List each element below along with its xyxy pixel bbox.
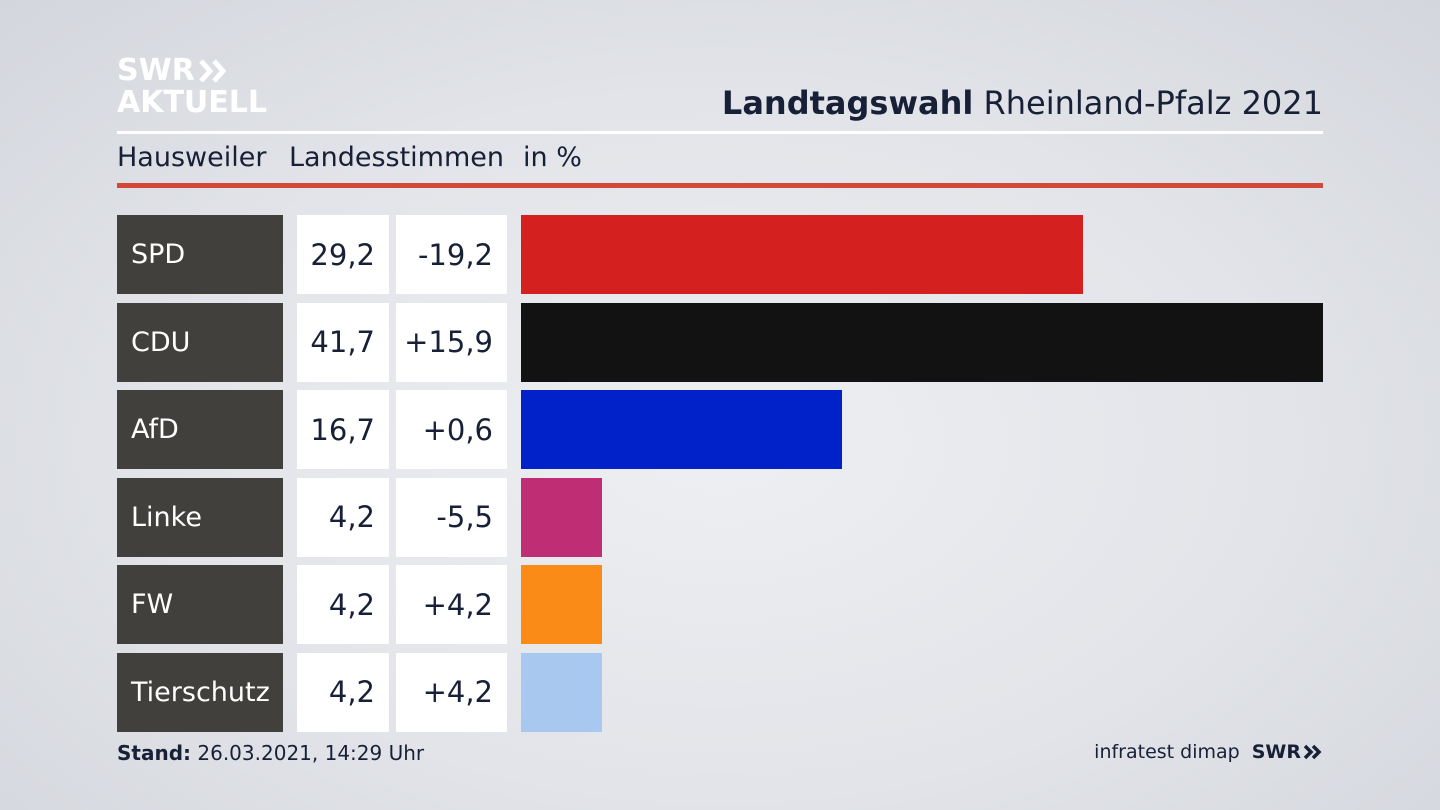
accent-divider — [117, 183, 1323, 188]
footer-credits: infratest dimap SWR — [1094, 741, 1323, 763]
chevron-right-icon — [1303, 744, 1322, 760]
vote-share-value: 41,7 — [297, 302, 389, 382]
party-label: CDU — [117, 302, 283, 382]
result-row: Tierschutz 4,2 +4,2 — [117, 652, 1323, 732]
vote-change-value: +4,2 — [396, 652, 507, 732]
swr-aktuell-logo: SWR AKTUELL — [117, 55, 267, 119]
party-label: SPD — [117, 215, 283, 294]
party-label: AfD — [117, 390, 283, 469]
bar-cdu — [521, 302, 1323, 382]
page-title: Landtagswahl Rheinland-Pfalz 2021 — [722, 84, 1323, 122]
party-label: Tierschutz — [117, 652, 283, 732]
vote-type-label: Landesstimmen — [289, 142, 504, 173]
vote-share-value: 16,7 — [297, 390, 389, 469]
title-rest: Rheinland-Pfalz 2021 — [983, 84, 1323, 122]
bar-tierschutz — [521, 652, 602, 732]
logo-aktuell-text: AKTUELL — [117, 85, 268, 120]
vote-change-value: -5,5 — [396, 477, 507, 557]
footer-swr-text: SWR — [1251, 741, 1301, 763]
stand-value: 26.03.2021, 14:29 Uhr — [197, 741, 425, 765]
header-divider — [117, 131, 1323, 134]
vote-share-value: 4,2 — [297, 565, 389, 644]
party-label: Linke — [117, 477, 283, 557]
vote-change-value: +4,2 — [396, 565, 507, 644]
result-row: AfD 16,7 +0,6 — [117, 390, 1323, 469]
location-label: Hausweiler — [117, 142, 267, 173]
unit-label: in % — [523, 142, 582, 173]
vote-change-value: +0,6 — [396, 390, 507, 469]
result-row: Linke 4,2 -5,5 — [117, 477, 1323, 557]
vote-share-value: 29,2 — [297, 215, 389, 294]
vote-share-value: 4,2 — [297, 477, 389, 557]
vote-share-value: 4,2 — [297, 652, 389, 732]
result-row: SPD 29,2 -19,2 — [117, 215, 1323, 294]
vote-change-value: -19,2 — [396, 215, 507, 294]
footer-swr-logo: SWR — [1252, 741, 1323, 763]
chevron-right-icon — [198, 59, 227, 83]
stand-label: Stand: — [117, 741, 192, 765]
source-label: infratest dimap — [1094, 741, 1240, 763]
bar-fw — [521, 565, 602, 644]
party-label: FW — [117, 565, 283, 644]
result-row: CDU 41,7 +15,9 — [117, 302, 1323, 382]
vote-change-value: +15,9 — [396, 302, 507, 382]
title-bold: Landtagswahl — [721, 84, 974, 122]
bar-linke — [521, 477, 602, 557]
bar-afd — [521, 390, 843, 469]
bar-spd — [521, 215, 1083, 294]
timestamp: Stand: 26.03.2021, 14:29 Uhr — [117, 741, 424, 765]
logo-swr-text: SWR — [117, 53, 195, 88]
result-row: FW 4,2 +4,2 — [117, 565, 1323, 644]
